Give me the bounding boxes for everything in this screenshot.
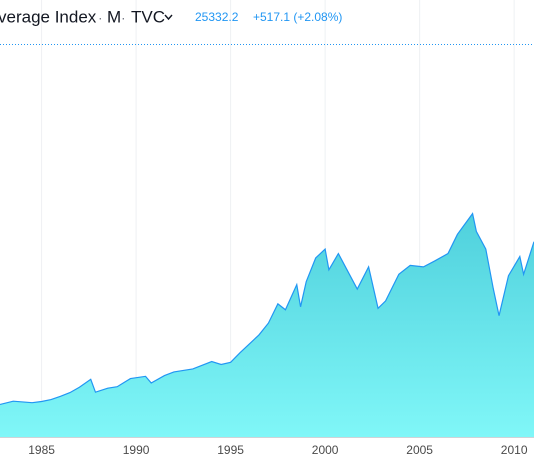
- last-price: 25332.2: [195, 10, 239, 24]
- interval: M: [107, 7, 121, 26]
- line: [0, 212, 534, 406]
- x-tick-label: 2000: [312, 443, 339, 457]
- legend-header: verage Index · M · TVC 25332.2 +517.1 (+…: [0, 7, 342, 26]
- x-tick-label: 2010: [501, 443, 528, 457]
- source: TVC: [131, 7, 165, 26]
- x-tick-label: 2005: [406, 443, 433, 457]
- dropdown-chevron[interactable]: [164, 14, 173, 21]
- change-label: +517.1 (+2.08%): [253, 10, 342, 24]
- x-tick-label: 1995: [217, 443, 244, 457]
- separator: ·: [98, 10, 103, 26]
- x-tick-label: 1990: [123, 443, 150, 457]
- symbol-title: verage Index: [0, 7, 97, 26]
- x-tick-label: 1985: [28, 443, 55, 457]
- plot-area: [0, 0, 534, 437]
- separator: ·: [121, 10, 126, 26]
